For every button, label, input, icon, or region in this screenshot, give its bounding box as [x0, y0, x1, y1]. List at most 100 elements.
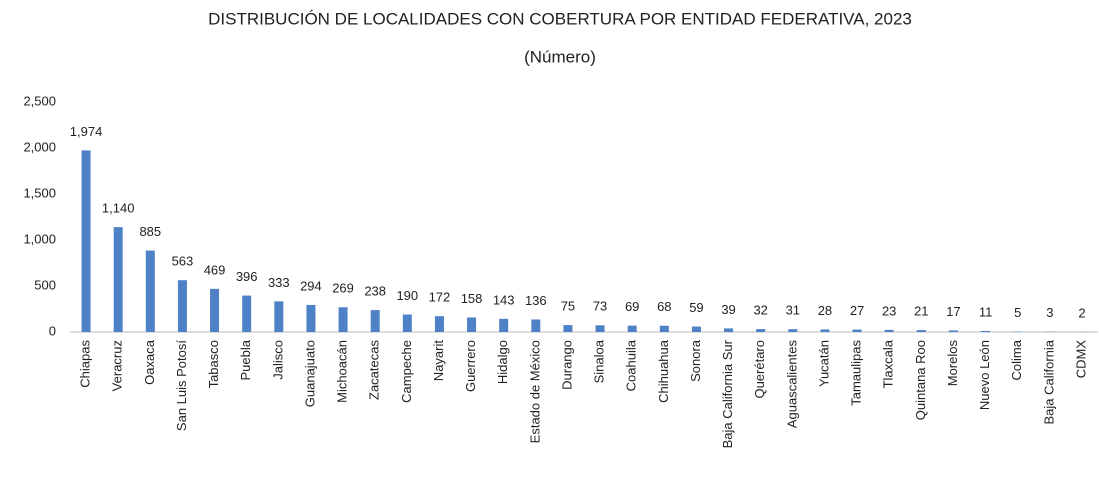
x-tick-label: Puebla — [238, 339, 253, 380]
data-label: 21 — [914, 304, 928, 319]
x-tick-label: Hidalgo — [495, 340, 510, 384]
data-label: 1,974 — [70, 124, 103, 139]
x-tick-label: Aguascalientes — [784, 340, 799, 429]
x-tick-label: Sonora — [688, 339, 703, 382]
x-tick-label: Nuevo León — [977, 340, 992, 410]
bar — [563, 325, 573, 332]
x-tick-label: Colima — [1009, 339, 1024, 380]
bar — [81, 150, 91, 332]
data-label: 39 — [721, 302, 735, 317]
chart-subtitle: (Número) — [524, 47, 596, 66]
bar — [820, 329, 830, 332]
bar — [145, 250, 155, 332]
data-label: 469 — [204, 262, 226, 277]
y-tick-label: 2,000 — [23, 139, 56, 154]
x-tick-label: Durango — [559, 340, 574, 390]
bar — [370, 310, 380, 332]
data-label: 27 — [850, 303, 864, 318]
y-tick-label: 0 — [49, 323, 56, 338]
bar — [756, 329, 766, 332]
bar — [916, 330, 926, 332]
data-label: 68 — [657, 299, 671, 314]
bar — [434, 316, 444, 332]
x-tick-label: Zacatecas — [367, 340, 382, 400]
bar — [402, 314, 412, 332]
data-label: 73 — [593, 299, 607, 314]
x-tick-label: Guerrero — [463, 340, 478, 392]
y-tick-label: 2,500 — [23, 93, 56, 108]
bar — [659, 325, 669, 332]
x-tick-label: Veracruz — [110, 340, 125, 391]
x-tick-label: Oaxaca — [142, 339, 157, 385]
data-label: 158 — [461, 291, 483, 306]
bar — [531, 319, 541, 332]
data-label: 238 — [364, 284, 386, 299]
x-tick-label: Coahuila — [624, 339, 639, 391]
bar — [852, 329, 862, 332]
x-tick-label: Nayarit — [431, 340, 446, 382]
y-tick-label: 1,500 — [23, 185, 56, 200]
bar — [467, 317, 477, 332]
data-label: 396 — [236, 269, 258, 284]
data-label: 172 — [429, 290, 451, 305]
data-label: 269 — [332, 281, 354, 296]
x-tick-label: Morelos — [945, 340, 960, 387]
data-label: 885 — [139, 224, 161, 239]
bar — [948, 330, 958, 332]
x-tick-label: Yucatán — [816, 340, 831, 387]
data-label: 69 — [625, 299, 639, 314]
data-label: 190 — [396, 288, 418, 303]
x-tick-label: Chiapas — [78, 340, 93, 388]
bar — [981, 330, 991, 332]
x-tick-label: CDMX — [1073, 340, 1088, 379]
data-label: 136 — [525, 293, 547, 308]
data-label: 5 — [1014, 305, 1021, 320]
x-tick-label: Baja California Sur — [720, 339, 735, 448]
bar — [499, 318, 509, 332]
y-tick-label: 500 — [34, 277, 56, 292]
data-label: 32 — [753, 302, 767, 317]
x-tick-label: Tabasco — [206, 340, 221, 388]
bar — [338, 307, 348, 332]
data-label: 59 — [689, 300, 703, 315]
x-tick-label: Jalisco — [270, 340, 285, 380]
x-tick-label: Chihuahua — [656, 339, 671, 403]
x-tick-label: Baja California — [1041, 339, 1056, 424]
x-tick-label: Campeche — [399, 340, 414, 403]
x-tick-label: Michoacán — [335, 340, 350, 403]
x-tick-label: San Luis Potosí — [174, 340, 189, 431]
data-label: 17 — [946, 304, 960, 319]
bar — [113, 227, 123, 332]
data-label: 563 — [172, 254, 194, 269]
data-label: 2 — [1078, 305, 1085, 320]
x-tick-label: Estado de México — [527, 340, 542, 443]
data-label: 143 — [493, 292, 515, 307]
data-label: 11 — [979, 304, 993, 319]
y-tick-label: 1,000 — [23, 231, 56, 246]
x-tick-label: Tamaulipas — [849, 340, 864, 406]
bar — [595, 325, 605, 332]
bar — [788, 329, 798, 332]
data-label: 3 — [1046, 305, 1053, 320]
x-tick-label: Quintana Roo — [913, 340, 928, 420]
data-label: 75 — [561, 299, 575, 314]
x-tick-label: Guanajuato — [302, 340, 317, 407]
data-label: 333 — [268, 275, 290, 290]
bar — [884, 329, 894, 332]
data-label: 1,140 — [102, 201, 135, 216]
x-tick-label: Sinaloa — [592, 339, 607, 383]
chart-title: DISTRIBUCIÓN DE LOCALIDADES CON COBERTUR… — [208, 9, 912, 28]
data-label: 28 — [818, 303, 832, 318]
bar — [627, 325, 637, 332]
bar — [306, 304, 316, 332]
data-label: 294 — [300, 278, 322, 293]
data-label: 23 — [882, 303, 896, 318]
bar — [274, 301, 284, 332]
bar — [177, 280, 187, 332]
x-tick-label: Querétaro — [752, 340, 767, 399]
bar — [242, 295, 252, 332]
bar — [724, 328, 734, 332]
x-tick-label: Tlaxcala — [881, 339, 896, 388]
bar — [691, 326, 701, 332]
